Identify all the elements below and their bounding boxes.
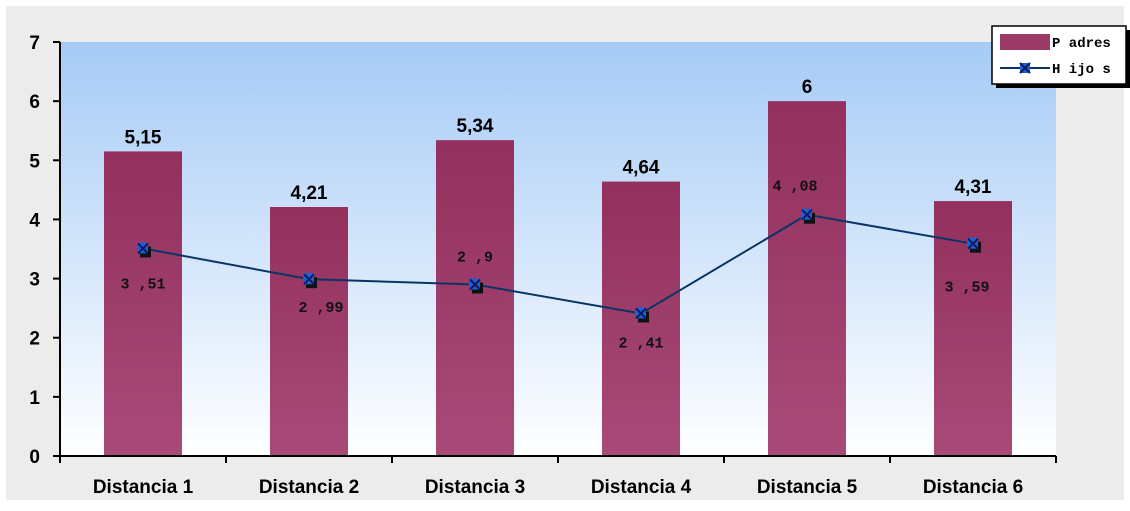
line-value-label-3: 2 ,9 <box>457 249 493 266</box>
y-tick-label-2: 2 <box>29 329 40 350</box>
legend-marker-cross-hijos <box>1019 62 1031 74</box>
bar-value-label-5: 6 <box>802 77 813 98</box>
legend: P adres H ijo s <box>991 25 1130 88</box>
line-marker-3 <box>469 278 483 294</box>
x-category-label-6: Distancia 6 <box>923 477 1023 498</box>
x-category-label-4: Distancia 4 <box>591 477 692 498</box>
line-series-hijos <box>142 213 974 315</box>
line-value-label-1: 3 ,51 <box>120 276 165 293</box>
bar-2 <box>270 207 348 456</box>
bar-value-label-2: 4,21 <box>291 183 328 204</box>
bar-3 <box>436 140 514 457</box>
line-value-label-4: 2 ,41 <box>618 335 663 352</box>
bar-value-label-1: 5,15 <box>125 127 162 148</box>
y-tick-label-6: 6 <box>29 92 40 113</box>
bar-value-label-4: 4,64 <box>623 158 660 179</box>
x-category-label-3: Distancia 3 <box>425 477 525 498</box>
y-tick-label-0: 0 <box>29 447 40 468</box>
x-category-label-2: Distancia 2 <box>259 477 359 498</box>
legend-label-hijos: H ijo s <box>1052 62 1111 78</box>
bar-5 <box>768 101 846 457</box>
legend-label-padres: P adres <box>1052 36 1111 52</box>
y-tick-label-4: 4 <box>29 210 40 231</box>
y-tick-label-3: 3 <box>29 270 40 291</box>
x-category-label-1: Distancia 1 <box>93 477 194 498</box>
line-marker-5 <box>801 208 815 224</box>
line-value-label-2: 2 ,99 <box>298 300 343 317</box>
bar-value-label-3: 5,34 <box>457 116 494 137</box>
line-marker-1 <box>137 242 151 258</box>
line-marker-4 <box>635 307 649 323</box>
y-tick-label-5: 5 <box>29 151 40 172</box>
line-marker-2 <box>303 273 317 289</box>
y-tick-label-7: 7 <box>29 33 40 54</box>
legend-swatch-padres <box>1000 34 1050 50</box>
y-tick-label-1: 1 <box>29 388 40 409</box>
bar-value-label-6: 4,31 <box>955 177 992 198</box>
line-marker-6 <box>967 237 981 253</box>
bar-1 <box>104 151 182 456</box>
line-value-label-6: 3 ,59 <box>944 280 989 297</box>
x-category-label-5: Distancia 5 <box>757 477 858 498</box>
line-value-label-5: 4 ,08 <box>772 179 817 196</box>
plot-area <box>60 42 1056 456</box>
